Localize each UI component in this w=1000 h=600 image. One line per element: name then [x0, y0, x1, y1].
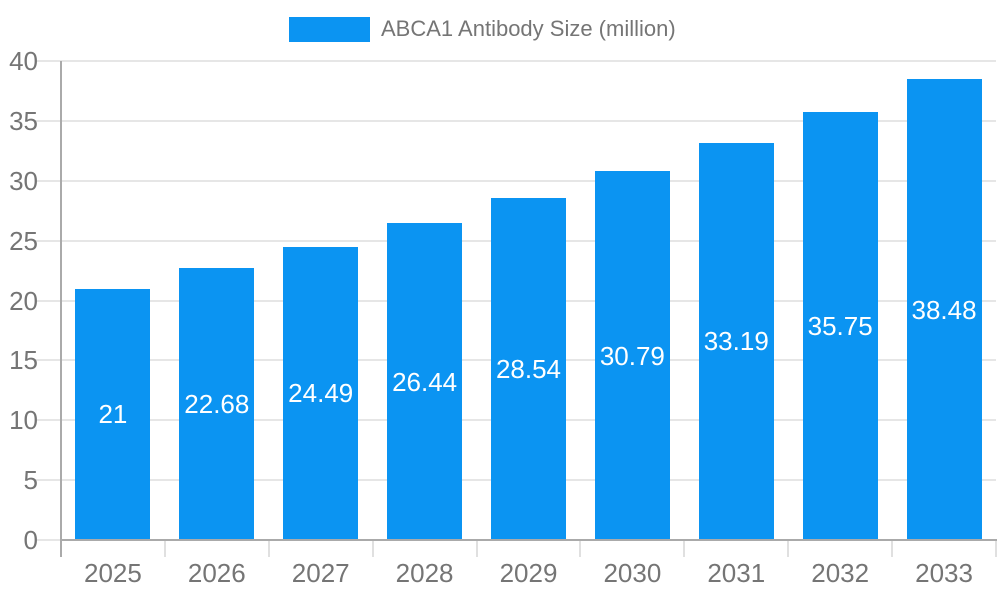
x-axis-label: 2030 — [603, 558, 662, 588]
bar-2029[interactable] — [491, 198, 566, 540]
x-axis-tick — [371, 540, 374, 557]
legend-swatch — [289, 16, 370, 42]
x-axis-label: 2031 — [707, 558, 766, 588]
bar-value-label: 26.44 — [392, 366, 458, 397]
bar-value-label: 28.54 — [495, 354, 562, 385]
y-axis-label: 35 — [9, 105, 38, 136]
y-axis-label: 40 — [9, 46, 38, 76]
x-axis-label: 2027 — [291, 558, 350, 588]
bar-2030[interactable] — [594, 171, 670, 540]
gridline — [35, 119, 996, 122]
y-axis-label: 15 — [9, 345, 38, 376]
y-axis-label: 10 — [9, 405, 38, 436]
x-axis-tick — [891, 540, 894, 557]
bar-value-label: 24.49 — [288, 378, 354, 409]
bar-value-label: 33.19 — [703, 326, 769, 357]
x-axis-label: 2029 — [499, 558, 558, 588]
bar-value-label: 30.79 — [599, 340, 665, 371]
x-axis-line — [60, 539, 997, 541]
x-axis-label: 2028 — [395, 558, 454, 588]
x-axis-tick — [995, 540, 997, 557]
x-axis-label: 2026 — [187, 558, 246, 588]
gridline — [35, 179, 996, 182]
bar-value-label: 21 — [98, 399, 128, 430]
y-axis-label: 0 — [23, 525, 38, 555]
bar-value-label: 35.75 — [807, 310, 873, 341]
y-axis-label: 25 — [9, 225, 38, 256]
bar-2027[interactable] — [283, 246, 359, 540]
x-axis-label: 2032 — [811, 558, 870, 588]
bar-2033[interactable] — [906, 79, 982, 540]
bar-2032[interactable] — [802, 111, 878, 540]
y-axis-line — [60, 61, 62, 557]
bar-value-label: 22.68 — [184, 389, 250, 420]
x-axis-tick — [163, 540, 166, 557]
bar-value-label: 38.48 — [911, 294, 977, 325]
y-axis-label: 20 — [9, 285, 38, 316]
x-axis-label: 2033 — [915, 558, 973, 588]
legend-label: ABCA1 Antibody Size (million) — [381, 16, 676, 41]
bar-2031[interactable] — [698, 142, 774, 540]
x-axis-tick — [787, 540, 790, 557]
y-axis-label: 30 — [9, 165, 38, 196]
x-axis-tick — [267, 540, 270, 557]
x-axis-label: 2025 — [84, 558, 142, 588]
x-axis-tick — [475, 540, 478, 557]
x-axis-tick — [683, 540, 686, 557]
bar-2028[interactable] — [387, 223, 463, 540]
bar-2026[interactable] — [179, 268, 255, 540]
y-axis-label: 5 — [23, 465, 38, 496]
legend-item[interactable]: ABCA1 Antibody Size (million) — [289, 16, 676, 42]
bar-2025[interactable] — [75, 288, 151, 540]
gridline — [35, 60, 996, 62]
x-axis-tick — [579, 540, 582, 557]
